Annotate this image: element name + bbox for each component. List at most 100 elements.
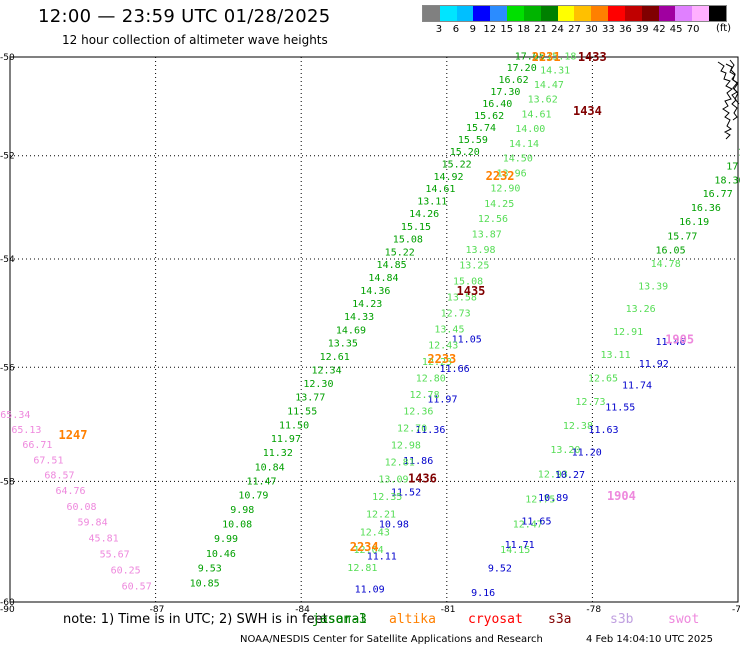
wave-height-value: 13.35: [328, 339, 358, 350]
map-frame: [9, 56, 739, 603]
axis-labels: -90 -87 -84 -81 -78 -75 -50 -52 -54 -56 -58 -60: [0, 53, 740, 615]
wave-height-value: 11.52: [391, 487, 421, 498]
wave-height-value: 11.97: [427, 394, 457, 405]
color-scale-label: 15: [500, 24, 514, 35]
wave-height-value: 12.80: [416, 373, 446, 384]
wave-height-value: 10.46: [206, 549, 236, 560]
satellite-legend-item: jason-3: [312, 612, 367, 627]
wave-height-value: 11.86: [403, 456, 433, 467]
wave-height-value: 11.05: [452, 334, 482, 345]
wave-height-value: 12.47: [513, 520, 543, 531]
wave-height-value: 13.11: [417, 197, 447, 208]
latitude-label: -60: [0, 598, 15, 608]
wave-height-value: 15.08: [453, 276, 483, 287]
wave-height-value: 12.78: [409, 390, 439, 401]
pass-id-label: 1247: [59, 428, 88, 442]
wave-height-value: 17.30: [490, 87, 520, 98]
color-swatch: [439, 6, 457, 21]
wave-height-value: 14.61: [425, 184, 455, 195]
wave-height-value: 15.77: [667, 231, 697, 242]
wave-height-value: 15.62: [474, 111, 504, 122]
wave-height-value: 11.65: [521, 516, 551, 527]
pass-id-label: 2233: [427, 352, 456, 366]
wave-height-value: 9.16: [471, 588, 495, 599]
color-scale-label: 27: [568, 24, 581, 35]
wave-height-value: 14.14: [509, 139, 539, 150]
wave-height-value: 14.36: [360, 286, 390, 297]
satellite-legend-item: saral: [328, 612, 368, 627]
longitude-label: -75: [732, 605, 740, 615]
color-swatch: [574, 6, 592, 21]
wave-height-value: 9.99: [214, 534, 238, 545]
wave-height-value: 12.91: [613, 327, 643, 338]
color-scale-label: 12: [483, 24, 497, 35]
wave-height-value: 12.90: [490, 184, 520, 195]
color-swatch: [507, 6, 524, 21]
color-swatch: [473, 6, 491, 21]
wave-height-value: 12.81: [347, 563, 377, 574]
pass-id-label: 1435: [457, 284, 486, 298]
wave-height-value: 16.36: [691, 203, 721, 214]
color-swatch: [540, 6, 558, 21]
color-scale-unit: (ft): [716, 23, 732, 34]
footnote: note: 1) Time is in UTC; 2) SWH is in fe…: [63, 612, 328, 627]
wave-height-value: 14.23: [352, 299, 382, 310]
satellite-legend-item: s3a: [548, 612, 572, 627]
pass-id-label: 1905: [665, 333, 694, 347]
wave-height-value: 12.98: [391, 440, 421, 451]
longitude-label: -81: [441, 605, 456, 615]
wave-height-value: 12.21: [366, 510, 396, 521]
wave-height-value: 13.45: [434, 324, 464, 335]
wave-height-value: 15.20: [450, 147, 480, 158]
wave-height-value: 15.22: [442, 159, 472, 170]
pass-id-label: 1436: [408, 471, 437, 485]
wave-height-value: 10.89: [538, 493, 568, 504]
wave-height-value: 17.00: [726, 161, 740, 172]
pass-id-label: 2232: [486, 169, 515, 183]
wave-height-value: 65.34: [0, 410, 30, 421]
color-swatch: [692, 6, 710, 21]
color-swatch: [624, 6, 642, 21]
pass-labels: 1433 1434 1435 1436 2231 2232 2233 2234 1247 1905…: [59, 50, 695, 554]
wave-height-value: 12.75: [525, 494, 555, 505]
wave-height-value: 9.53: [198, 564, 222, 575]
wave-height-value: 60.57: [122, 582, 152, 593]
longitude-label: -78: [586, 605, 601, 615]
color-scale-label: 39: [635, 24, 649, 35]
wave-height-value: 60.25: [111, 565, 141, 576]
color-swatch: [490, 6, 508, 21]
wave-height-value: 12.43: [428, 341, 458, 352]
wave-height-value: 14.92: [433, 172, 463, 183]
pass-id-label: 2231: [532, 50, 561, 64]
wave-height-value: 18.30: [714, 175, 740, 186]
color-scale-label: 3: [435, 24, 443, 35]
pass-id-label: 2234: [350, 540, 379, 554]
wave-height-value: 14.00: [515, 124, 545, 135]
wave-height-value: 11.55: [287, 406, 317, 417]
wave-height-value: 12.23: [422, 357, 452, 368]
wave-height-value: 59.84: [78, 518, 108, 529]
timestamp-text: 4 Feb 14:04:10 UTC 2025: [586, 634, 713, 645]
wave-height-value: 11.11: [367, 552, 397, 563]
wave-height-value: 10.79: [238, 491, 268, 502]
wave-height-value: 11.63: [588, 425, 618, 436]
color-scale-label: 30: [585, 24, 598, 35]
pass-id-label: 1904: [607, 489, 636, 503]
page-subtitle: 12 hour collection of altimeter wave hei…: [62, 33, 328, 47]
wave-height-value: 14.33: [344, 312, 374, 323]
wave-height-value: 11.55: [605, 403, 635, 414]
latitude-label: -50: [0, 53, 15, 63]
wave-height-value: 13.96: [497, 169, 527, 180]
graticule: [10, 57, 738, 602]
wave-height-value: 14.31: [540, 66, 570, 77]
color-swatch: [658, 6, 676, 21]
wave-height-value: 16.19: [679, 217, 709, 228]
wave-height-value: 14.84: [368, 273, 398, 284]
wave-height-value: 12.93: [538, 470, 568, 481]
wave-height-value: 11.46: [655, 337, 685, 348]
page-title: 12:00 — 23:59 UTC 01/28/2025: [38, 6, 331, 27]
wave-height-value: 64.76: [55, 486, 85, 497]
color-swatch: [423, 6, 440, 21]
wave-height-value: 12.81: [385, 457, 415, 468]
wave-height-value: 11.74: [622, 381, 652, 392]
